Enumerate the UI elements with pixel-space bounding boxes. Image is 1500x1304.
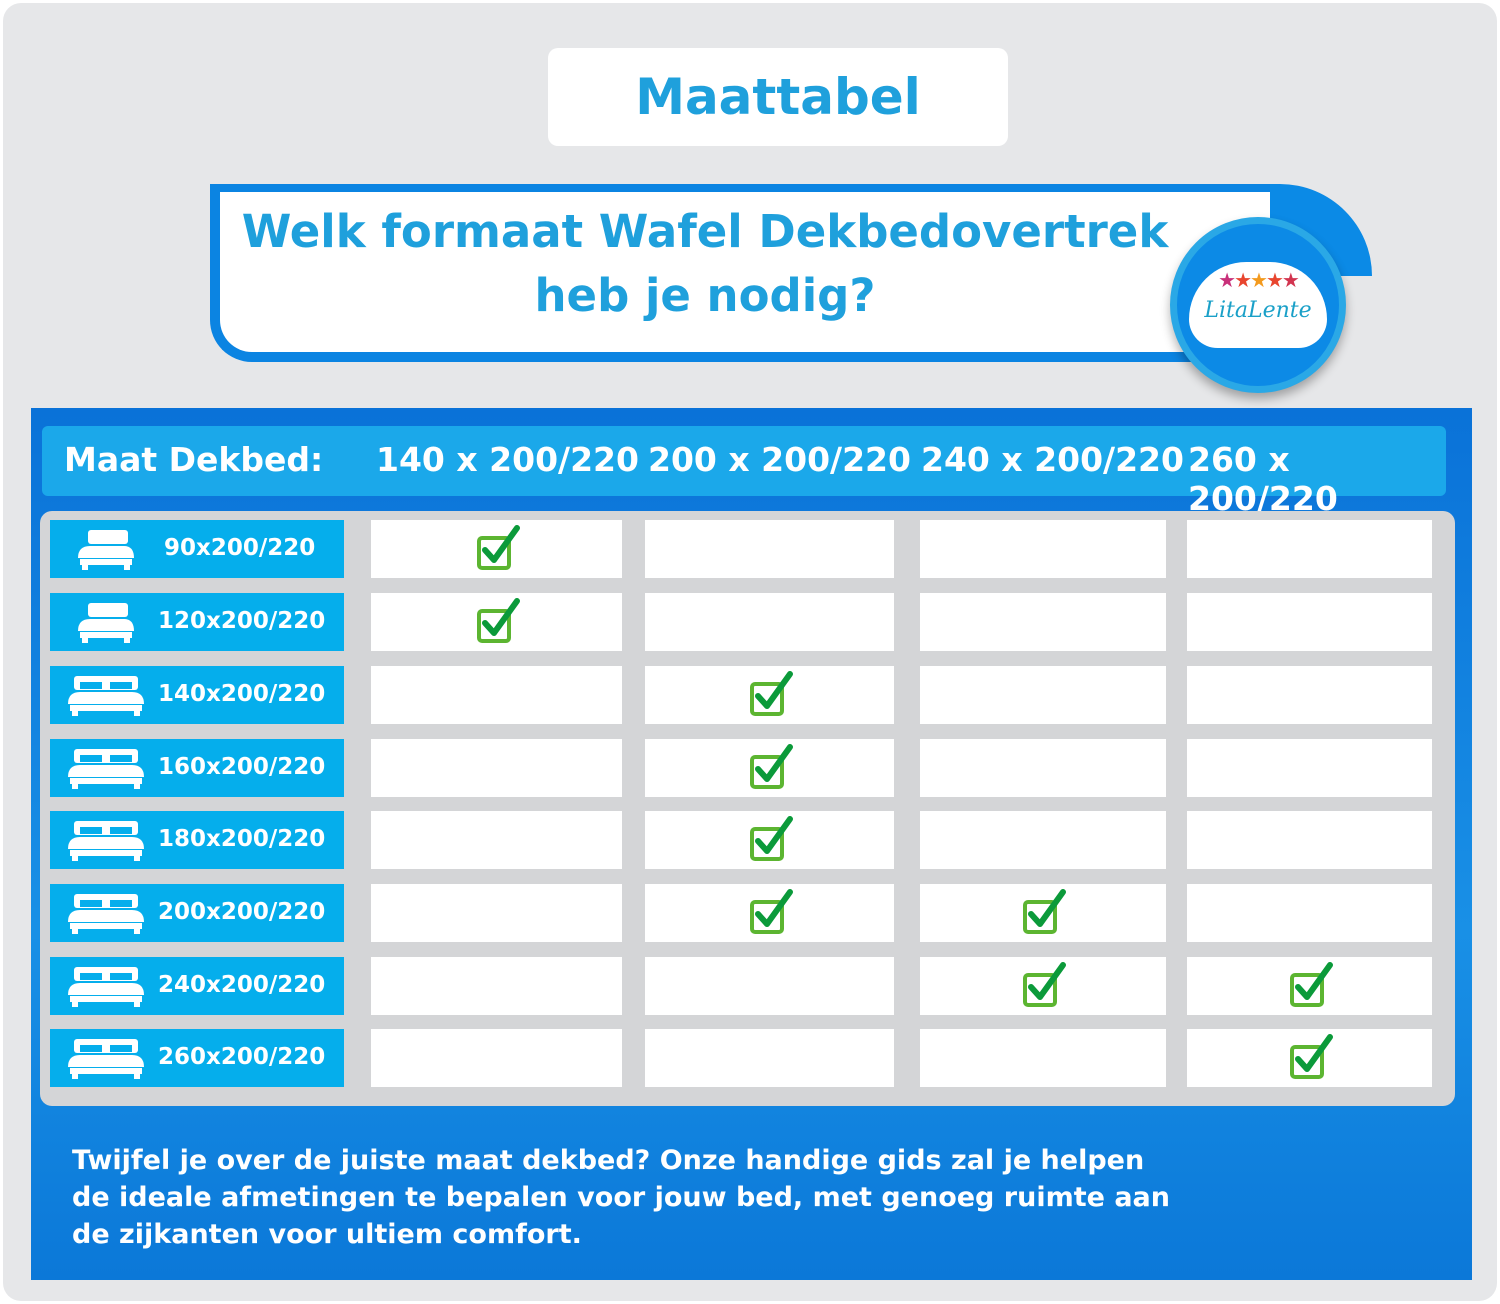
table-cell xyxy=(1187,520,1432,578)
table-cell xyxy=(371,1029,622,1087)
table-cell xyxy=(920,957,1166,1015)
table-cell xyxy=(920,811,1166,869)
table-cell xyxy=(1187,1029,1432,1087)
footer-line: de ideale afmetingen te bepalen voor jou… xyxy=(72,1182,1170,1213)
row-size: 240x200/220 xyxy=(158,972,326,998)
row-label: 180x200/220 xyxy=(50,811,344,869)
footer-line: Twijfel je over de juiste maat dekbed? O… xyxy=(72,1145,1145,1176)
row-size: 160x200/220 xyxy=(158,754,326,780)
banner-heading: Welk formaat Wafel Dekbedovertrek heb je… xyxy=(230,200,1180,328)
table-cell xyxy=(645,1029,894,1087)
table-header: Maat Dekbed: 140 x 200/220 200 x 200/220… xyxy=(42,426,1446,518)
table-cell xyxy=(920,593,1166,651)
table-cell xyxy=(371,520,622,578)
footer-text: Twijfel je over de juiste maat dekbed? O… xyxy=(72,1142,1172,1253)
table-cell xyxy=(645,739,894,797)
row-label: 90x200/220 xyxy=(50,520,344,578)
row-label: 260x200/220 xyxy=(50,1029,344,1087)
row-label: 200x200/220 xyxy=(50,884,344,942)
banner-line-2: heb je nodig? xyxy=(534,269,876,322)
litalente-logo: ★★★★★ LitaLente xyxy=(1170,217,1346,393)
row-label: 140x200/220 xyxy=(50,666,344,724)
table-cell xyxy=(645,520,894,578)
table-cell xyxy=(371,957,622,1015)
row-label: 160x200/220 xyxy=(50,739,344,797)
table-cell xyxy=(645,593,894,651)
table-cell xyxy=(645,884,894,942)
table-cell xyxy=(645,811,894,869)
logo-cloud: ★★★★★ LitaLente xyxy=(1189,262,1327,348)
table-cell xyxy=(1187,593,1432,651)
footer-line: de zijkanten voor ultiem comfort. xyxy=(72,1219,582,1250)
table-cell xyxy=(1187,739,1432,797)
row-size: 260x200/220 xyxy=(158,1044,326,1070)
table-cell xyxy=(1187,957,1432,1015)
table-cell xyxy=(371,666,622,724)
table-cell xyxy=(371,739,622,797)
row-size: 200x200/220 xyxy=(158,899,326,925)
column-header: 260 x 200/220 xyxy=(1188,440,1338,518)
table-cell xyxy=(920,666,1166,724)
page-title: Maattabel xyxy=(548,48,1008,146)
row-size: 180x200/220 xyxy=(158,826,326,852)
row-label: 240x200/220 xyxy=(50,957,344,1015)
table-cell xyxy=(920,739,1166,797)
table-cell xyxy=(371,811,622,869)
table-cell xyxy=(920,520,1166,578)
table-cell xyxy=(920,1029,1166,1087)
table-cell xyxy=(645,957,894,1015)
table-cell xyxy=(1187,884,1432,942)
table-cell xyxy=(1187,811,1432,869)
row-size: 90x200/220 xyxy=(164,535,316,561)
table-cell xyxy=(1187,666,1432,724)
column-header: 140 x 200/220 xyxy=(376,440,639,479)
row-size: 120x200/220 xyxy=(158,608,326,634)
header-label: Maat Dekbed: xyxy=(64,440,324,479)
table-cell xyxy=(645,666,894,724)
table-cell xyxy=(371,884,622,942)
row-label: 120x200/220 xyxy=(50,593,344,651)
star-icons: ★★★★★ xyxy=(1218,268,1300,292)
row-size: 140x200/220 xyxy=(158,681,326,707)
banner-line-1: Welk formaat Wafel Dekbedovertrek xyxy=(241,205,1169,258)
column-header: 200 x 200/220 xyxy=(648,440,911,479)
banner xyxy=(210,184,1270,362)
logo-wordmark: LitaLente xyxy=(1204,298,1312,323)
table-cell xyxy=(920,884,1166,942)
table-cell xyxy=(371,593,622,651)
column-header: 240 x 200/220 xyxy=(921,440,1184,479)
